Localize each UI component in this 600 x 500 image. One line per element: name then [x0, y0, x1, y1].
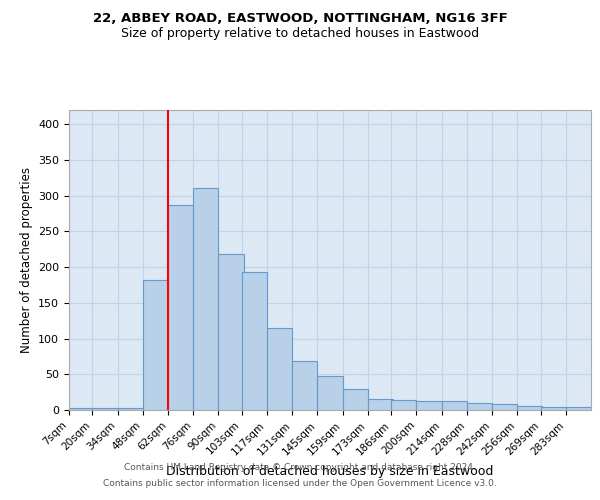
- Bar: [317, 376, 343, 410]
- Bar: [168, 205, 193, 410]
- Bar: [218, 254, 244, 410]
- Bar: [267, 328, 292, 410]
- Bar: [143, 280, 168, 410]
- Bar: [193, 188, 218, 410]
- Bar: [69, 408, 94, 410]
- Bar: [492, 404, 517, 410]
- Y-axis label: Number of detached properties: Number of detached properties: [20, 167, 32, 353]
- Bar: [92, 408, 118, 410]
- Bar: [566, 407, 591, 410]
- X-axis label: Distribution of detached houses by size in Eastwood: Distribution of detached houses by size …: [166, 465, 494, 478]
- Text: Contains HM Land Registry data © Crown copyright and database right 2024.: Contains HM Land Registry data © Crown c…: [124, 464, 476, 472]
- Text: 22 ABBEY ROAD: 59sqm
← 11% of detached houses are smaller (159)
89% of semi-deta: 22 ABBEY ROAD: 59sqm ← 11% of detached h…: [0, 499, 1, 500]
- Bar: [391, 400, 416, 410]
- Bar: [292, 362, 317, 410]
- Bar: [368, 398, 393, 410]
- Bar: [343, 388, 368, 410]
- Bar: [242, 272, 267, 410]
- Bar: [467, 403, 492, 410]
- Bar: [442, 402, 467, 410]
- Bar: [416, 400, 442, 410]
- Bar: [541, 407, 566, 410]
- Bar: [118, 408, 143, 410]
- Bar: [517, 406, 542, 410]
- Text: Size of property relative to detached houses in Eastwood: Size of property relative to detached ho…: [121, 28, 479, 40]
- Text: 22, ABBEY ROAD, EASTWOOD, NOTTINGHAM, NG16 3FF: 22, ABBEY ROAD, EASTWOOD, NOTTINGHAM, NG…: [92, 12, 508, 26]
- Text: Contains public sector information licensed under the Open Government Licence v3: Contains public sector information licen…: [103, 478, 497, 488]
